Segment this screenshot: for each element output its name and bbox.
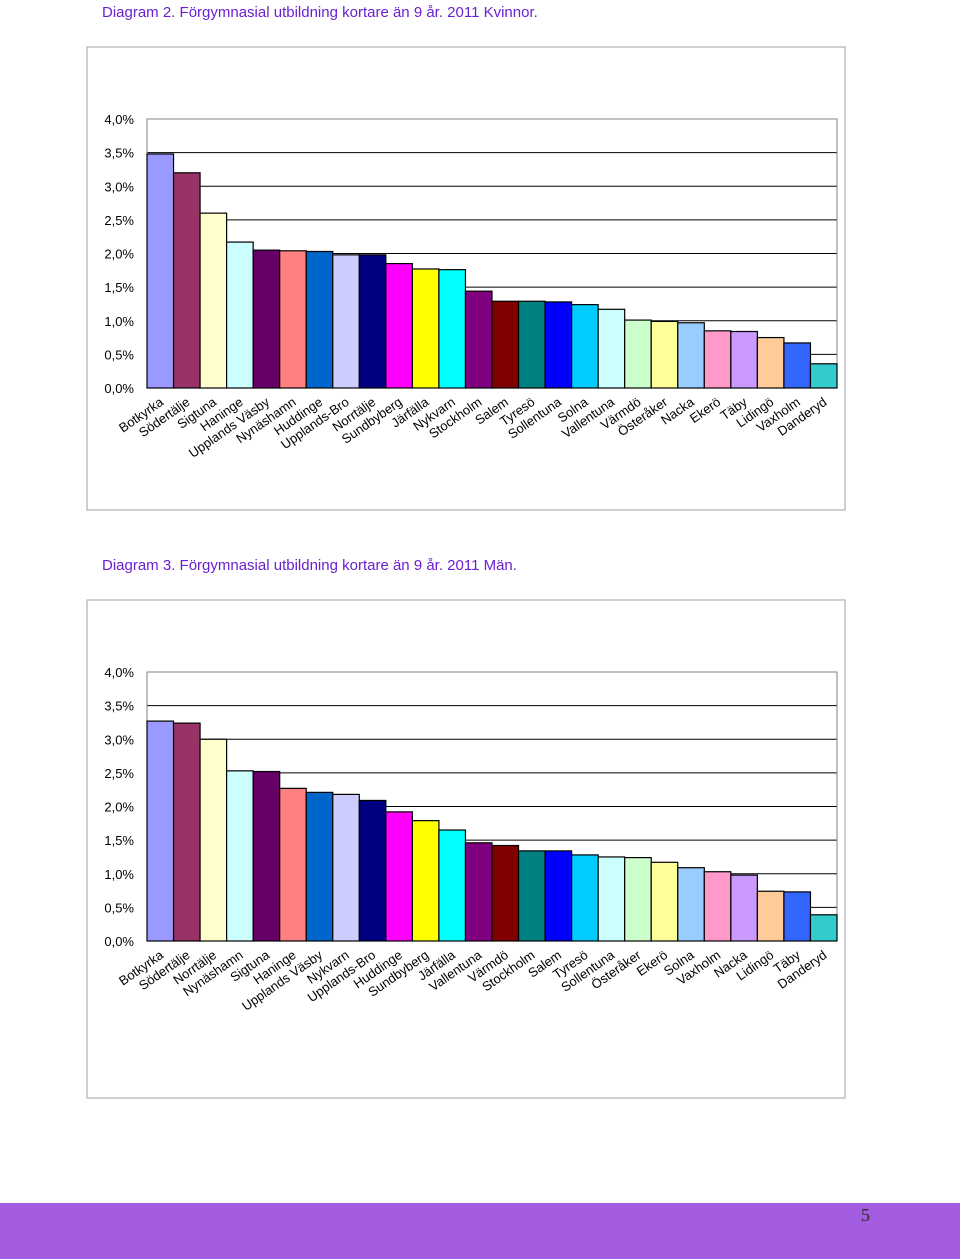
bar xyxy=(730,330,758,389)
bar xyxy=(703,871,732,942)
bar xyxy=(332,254,360,389)
y-tick-label: 1,0% xyxy=(104,314,134,329)
diagram-2-title: Diagram 2. Förgymnasial utbildning korta… xyxy=(102,4,538,21)
chart-y-tick-labels: 0,0% 0,5% 1,0% 1,5% 2,0% 2,5% 3,0% 3,5% 4,0% xyxy=(104,112,134,396)
bar xyxy=(677,322,705,389)
bar xyxy=(438,829,467,942)
bar xyxy=(358,799,387,942)
y-tick-label: 0,0% xyxy=(104,381,134,396)
bar xyxy=(172,172,201,389)
page-number: 5 xyxy=(861,1205,870,1225)
bar xyxy=(226,770,254,942)
bar xyxy=(491,300,520,389)
bar xyxy=(438,269,467,389)
bar xyxy=(809,914,838,942)
y-tick-label: 2,0% xyxy=(104,247,134,262)
bar xyxy=(491,844,520,942)
bar xyxy=(624,857,652,942)
bar xyxy=(517,850,546,942)
bar xyxy=(624,319,652,389)
bar xyxy=(411,820,440,942)
y-tick-label: 0,5% xyxy=(104,347,134,362)
bar xyxy=(332,793,360,942)
chart-man: 0,0%0,5%1,0%1,5%2,0%2,5%3,0%3,5%4,0% Bot… xyxy=(86,599,846,1099)
bar xyxy=(809,363,838,389)
bar xyxy=(783,891,812,942)
y-tick-label: 0,0% xyxy=(104,934,134,949)
bar xyxy=(756,890,785,942)
diagram-3-title: Diagram 3. Förgymnasial utbildning korta… xyxy=(102,557,517,574)
bar xyxy=(571,304,599,389)
bar xyxy=(385,811,413,942)
y-tick-label: 4,0% xyxy=(104,665,134,680)
bar xyxy=(677,867,705,942)
bar xyxy=(597,856,626,942)
chart-kvinnor: 0,0% 0,5% 1,0% 1,5% 2,0% 2,5% 3,0% 3,5% 4,0% Bot… xyxy=(86,46,846,511)
bar xyxy=(146,720,175,942)
bar xyxy=(571,854,599,942)
bar xyxy=(464,290,493,389)
bar xyxy=(650,861,679,942)
chart-bars xyxy=(146,153,838,389)
bar xyxy=(385,262,413,389)
bar xyxy=(199,738,228,942)
bar xyxy=(358,254,387,389)
y-tick-label: 0,5% xyxy=(104,900,134,915)
y-tick-label: 2,5% xyxy=(104,213,134,228)
bar xyxy=(517,300,546,389)
y-tick-label: 4,0% xyxy=(104,112,134,127)
bar xyxy=(146,153,175,389)
chart-bars xyxy=(146,720,838,942)
y-tick-label: 3,5% xyxy=(104,699,134,714)
bar xyxy=(544,850,573,942)
bar xyxy=(464,842,493,942)
chart-x-tick-labels: BotkyrkaSödertäljeSigtunaHaningeUpplands… xyxy=(116,394,829,461)
bar xyxy=(650,320,679,389)
bar xyxy=(279,250,307,389)
y-tick-label: 1,5% xyxy=(104,280,134,295)
bar xyxy=(199,212,228,389)
y-tick-label: 1,0% xyxy=(104,867,134,882)
y-tick-label: 3,5% xyxy=(104,146,134,161)
bar xyxy=(783,342,812,389)
y-tick-label: 1,5% xyxy=(104,833,134,848)
bar xyxy=(279,787,307,942)
chart-y-tick-labels: 0,0% 0,5% 1,0% 1,5% 2,0% 2,5% 3,0% 3,5% 4,0% xyxy=(104,665,134,949)
bar xyxy=(252,249,281,389)
bar xyxy=(544,301,573,389)
y-tick-label: 2,0% xyxy=(104,800,134,815)
bar xyxy=(172,722,201,942)
bar xyxy=(305,791,334,942)
footer-bar: 5 xyxy=(0,1203,960,1259)
y-tick-label: 2,5% xyxy=(104,766,134,781)
y-tick-label: 3,0% xyxy=(104,179,134,194)
bar xyxy=(730,874,758,942)
bar xyxy=(226,241,254,389)
bar xyxy=(252,770,281,942)
y-tick-label: 3,0% xyxy=(104,732,134,747)
